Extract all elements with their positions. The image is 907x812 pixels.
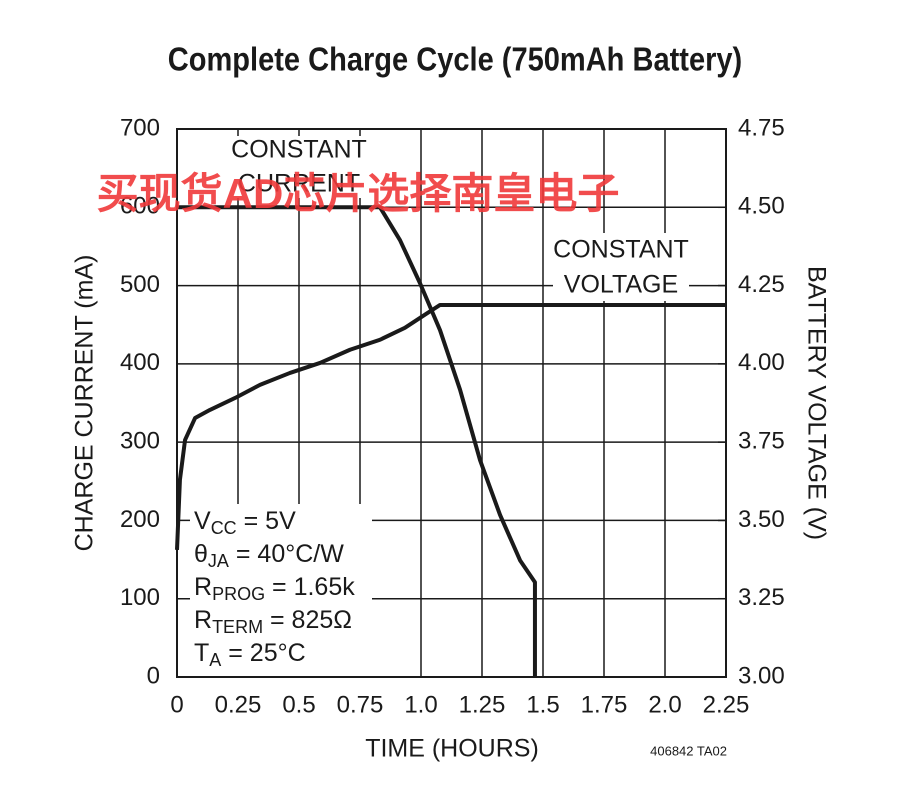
y2-tick-label: 3.00: [738, 662, 785, 689]
y2-tick-label: 3.50: [738, 506, 785, 533]
x-tick-label: 0.25: [215, 691, 262, 718]
condition: VCC = 5V: [194, 507, 296, 538]
y-tick-label: 200: [120, 506, 160, 533]
y2-tick-label: 4.00: [738, 349, 785, 376]
condition: θJA = 40°C/W: [194, 540, 344, 571]
label-backing: [553, 233, 689, 301]
condition: RTERM = 825Ω: [194, 606, 352, 637]
x-tick-label: 1.5: [526, 691, 559, 718]
condition: TA = 25°C: [194, 639, 306, 670]
y-tick-label: 600: [120, 193, 160, 220]
y2-tick-label: 3.25: [738, 584, 785, 611]
x-tick-label: 1.25: [459, 691, 506, 718]
x-tick-label: 0.75: [337, 691, 384, 718]
condition-value: = 5V: [237, 507, 296, 535]
y-tick-label: 0: [147, 662, 160, 689]
y-tick-label: 400: [120, 349, 160, 376]
y-tick-label: 700: [120, 114, 160, 141]
y-tick-label: 300: [120, 427, 160, 454]
figure-code: 406842 TA02: [650, 743, 727, 758]
x-tick-label: 2.0: [648, 691, 681, 718]
condition-subscript: PROG: [212, 584, 265, 604]
y2-tick-label: 4.50: [738, 193, 785, 220]
y2-tick-label: 4.75: [738, 114, 785, 141]
y-tick-label: 100: [120, 584, 160, 611]
condition: RPROG = 1.65k: [194, 573, 355, 604]
x-tick-label: 1.75: [581, 691, 628, 718]
condition-value: = 25°C: [221, 639, 305, 667]
condition-subscript: CC: [211, 518, 237, 538]
condition-subscript: JA: [208, 551, 229, 571]
chart-title: Complete Charge Cycle (750mAh Battery): [168, 41, 742, 78]
annotation: VOLTAGE: [564, 271, 678, 299]
condition-symbol: T: [194, 639, 209, 667]
plot-frame: [176, 128, 727, 678]
annotation: CURRENT: [238, 170, 360, 198]
condition-value: = 1.65k: [265, 573, 355, 601]
y2-tick-label: 3.75: [738, 427, 785, 454]
condition-symbol: V: [194, 507, 211, 535]
condition-symbol: R: [194, 573, 212, 601]
condition-symbol: θ: [194, 540, 208, 568]
condition-subscript: TERM: [212, 617, 263, 637]
condition-subscript: A: [209, 650, 221, 670]
y2-tick-label: 4.25: [738, 271, 785, 298]
x-tick-label: 0: [170, 691, 183, 718]
condition-symbol: R: [194, 606, 212, 634]
y-tick-label: 500: [120, 271, 160, 298]
series-line: [177, 205, 537, 677]
annotation: CONSTANT: [553, 236, 689, 264]
x-tick-label: 1.0: [404, 691, 437, 718]
watermark: 买现货AD芯片选择南皇电子: [97, 170, 620, 217]
x-tick-label: 2.25: [703, 691, 750, 718]
annotation: CONSTANT: [231, 136, 367, 164]
x-tick-label: 0.5: [282, 691, 315, 718]
y2-axis-label: BATTERY VOLTAGE (V): [802, 266, 830, 540]
label-backing: [190, 504, 372, 676]
series-line: [175, 302, 726, 550]
x-axis-label: TIME (HOURS): [365, 735, 539, 763]
condition-value: = 825Ω: [263, 606, 352, 634]
condition-value: = 40°C/W: [229, 540, 344, 568]
y-axis-label: CHARGE CURRENT (mA): [71, 255, 99, 552]
label-backing: [232, 136, 366, 198]
